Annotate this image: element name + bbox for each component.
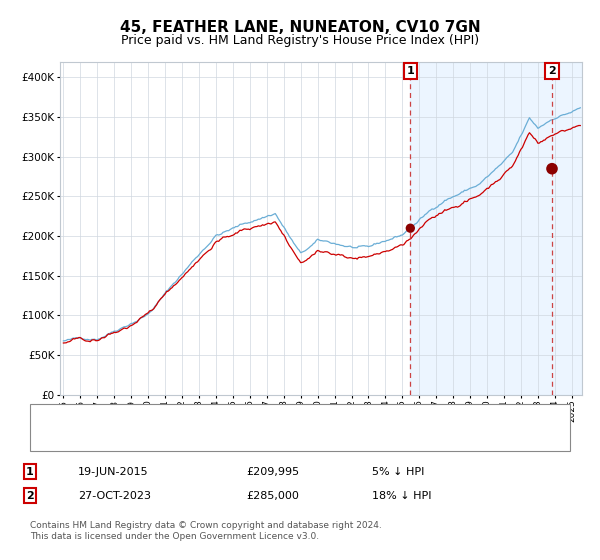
Text: Price paid vs. HM Land Registry's House Price Index (HPI): Price paid vs. HM Land Registry's House …	[121, 34, 479, 46]
Text: HPI: Average price, detached house, Nuneaton and Bedworth: HPI: Average price, detached house, Nune…	[69, 434, 389, 444]
Text: 5% ↓ HPI: 5% ↓ HPI	[372, 466, 424, 477]
Text: 18% ↓ HPI: 18% ↓ HPI	[372, 491, 431, 501]
Text: 1: 1	[406, 66, 414, 76]
Point	[547, 164, 557, 173]
Text: Contains HM Land Registry data © Crown copyright and database right 2024.
This d: Contains HM Land Registry data © Crown c…	[30, 521, 382, 540]
Text: 45, FEATHER LANE, NUNEATON, CV10 7GN (detached house): 45, FEATHER LANE, NUNEATON, CV10 7GN (de…	[69, 412, 386, 422]
Text: 19-JUN-2015: 19-JUN-2015	[78, 466, 149, 477]
Text: 45, FEATHER LANE, NUNEATON, CV10 7GN: 45, FEATHER LANE, NUNEATON, CV10 7GN	[119, 20, 481, 35]
Text: 1: 1	[26, 466, 34, 477]
Bar	[410, 62, 582, 395]
Point	[406, 224, 415, 233]
Text: 27-OCT-2023: 27-OCT-2023	[78, 491, 151, 501]
Text: 2: 2	[548, 66, 556, 76]
Bar	[552, 62, 582, 395]
Text: £209,995: £209,995	[246, 466, 299, 477]
Text: £285,000: £285,000	[246, 491, 299, 501]
Text: 2: 2	[26, 491, 34, 501]
